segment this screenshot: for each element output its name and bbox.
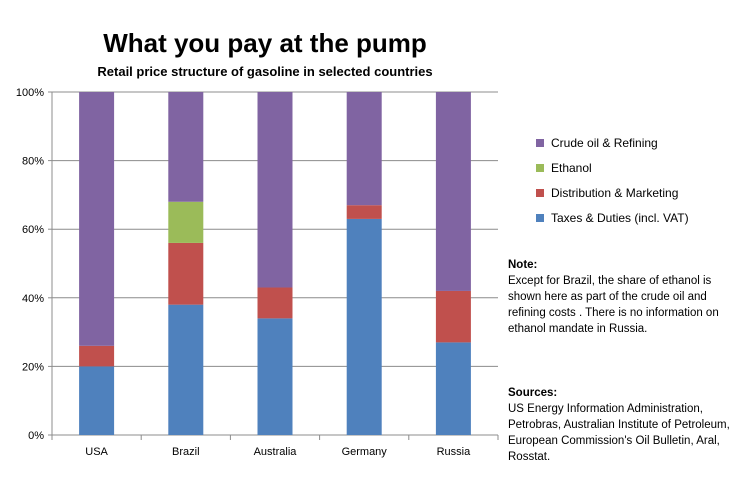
bar-segment xyxy=(257,287,293,319)
bar-segment xyxy=(346,92,382,206)
legend-swatch xyxy=(536,138,544,147)
bar-segment xyxy=(435,92,471,291)
legend-swatch xyxy=(536,163,544,172)
bar-segment xyxy=(168,92,204,202)
legend-swatch xyxy=(536,213,544,222)
x-tick-label: Australia xyxy=(254,446,298,458)
y-tick-label: 20% xyxy=(22,361,44,373)
note-block: Note: Except for Brazil, the share of et… xyxy=(508,257,730,337)
sources-text: US Energy Information Administration, Pe… xyxy=(508,403,730,463)
legend-label: Ethanol xyxy=(551,160,592,175)
chart-legend: Crude oil & Refining Ethanol Distribution … xyxy=(536,130,689,230)
legend-item: Distribution & Marketing xyxy=(536,180,689,205)
legend-item: Ethanol xyxy=(536,155,689,180)
bar-segment xyxy=(346,218,382,435)
legend-swatch xyxy=(536,188,544,197)
legend-label: Crude oil & Refining xyxy=(551,135,658,150)
bar-segment xyxy=(79,366,115,435)
bar-segment xyxy=(168,201,204,243)
legend-item: Taxes & Duties (incl. VAT) xyxy=(536,205,689,230)
y-tick-label: 100% xyxy=(16,87,44,99)
bar-segment xyxy=(346,205,382,219)
sources-block: Sources: US Energy Information Administr… xyxy=(508,385,730,465)
sources-heading: Sources: xyxy=(508,387,558,399)
bar-segment xyxy=(435,342,471,435)
x-tick-label: Germany xyxy=(342,446,388,458)
bar-segment xyxy=(435,290,471,343)
note-heading: Note: xyxy=(508,259,538,271)
legend-label: Distribution & Marketing xyxy=(551,185,679,200)
bar-segment xyxy=(168,242,204,305)
chart-subtitle: Retail price structure of gasoline in se… xyxy=(97,64,433,79)
bar-segment xyxy=(257,92,293,288)
y-tick-label: 60% xyxy=(22,224,44,236)
x-tick-label: Russia xyxy=(437,446,472,458)
y-tick-label: 80% xyxy=(22,156,44,168)
legend-label: Taxes & Duties (incl. VAT) xyxy=(551,210,689,225)
bar-segment xyxy=(79,345,115,367)
bar-segment xyxy=(168,304,204,435)
bar-segment xyxy=(257,318,293,435)
bar-segment xyxy=(79,92,115,346)
y-tick-label: 40% xyxy=(22,293,44,305)
legend-item: Crude oil & Refining xyxy=(536,130,689,155)
x-tick-label: USA xyxy=(85,446,108,458)
y-tick-label: 0% xyxy=(28,430,44,442)
x-tick-label: Brazil xyxy=(172,446,200,458)
chart-title: What you pay at the pump xyxy=(103,28,427,58)
note-text: Except for Brazil, the share of ethanol … xyxy=(508,275,719,335)
